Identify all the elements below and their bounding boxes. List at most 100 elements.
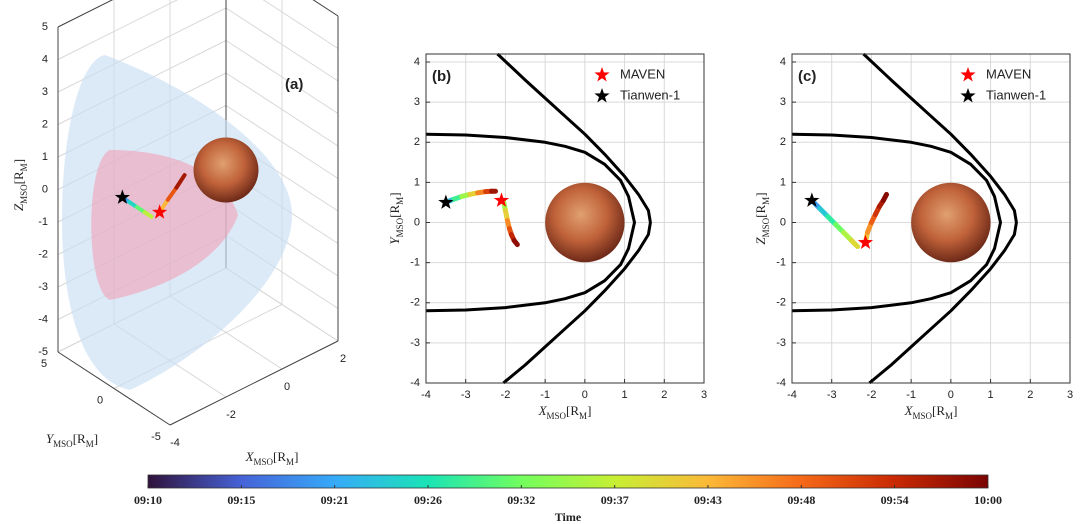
z-tick-label: -2: [38, 248, 48, 260]
colorbar-tick-label: 09:26: [414, 493, 442, 507]
label-part: [R: [387, 204, 402, 217]
z-tick-label: 2: [42, 118, 48, 130]
y-tick-label: 1: [414, 176, 420, 188]
colorbar-tick-label: 09:10: [134, 493, 162, 507]
y-tick-label: 1: [780, 176, 786, 188]
label-part: [R: [753, 204, 768, 217]
x-tick-label: 3: [1067, 389, 1073, 401]
x-tick-label: 3: [701, 389, 707, 401]
z-tick-label: -1: [38, 216, 48, 228]
label-part: ]: [587, 403, 591, 418]
label-subscript: MSO: [19, 184, 29, 204]
grid-line: [225, 40, 339, 114]
plot-frame: [425, 53, 705, 384]
label-subscript: M: [761, 197, 771, 205]
y-tick-label: 0: [97, 394, 103, 406]
y-tick-label: 5: [41, 358, 47, 370]
y-tick-label: 3: [780, 96, 786, 108]
y-tick-label: 4: [780, 56, 786, 68]
boundary-line: [425, 132, 636, 313]
box-edge: [57, 351, 171, 426]
y-tick-label: 2: [780, 136, 786, 148]
legend-marker: [960, 67, 976, 82]
label-part: Z: [753, 237, 768, 245]
x-tick-label: 0: [284, 381, 290, 393]
label-part: Y: [46, 431, 55, 446]
box-edge: [312, 0, 339, 17]
panel-label: (c): [798, 68, 816, 85]
label-subscript: MSO: [547, 411, 567, 421]
axis-label: XMSO[RM]: [538, 403, 592, 421]
x-tick-label: 2: [340, 353, 346, 365]
label-part: ]: [294, 449, 298, 464]
x-tick-label: -4: [787, 389, 797, 401]
grid-line: [57, 0, 114, 28]
x-tick-label: -1: [906, 389, 916, 401]
planet: [193, 137, 259, 203]
axis-label: YMSO[RM]: [46, 431, 98, 449]
x-tick-label: -2: [501, 389, 511, 401]
colorbar-tick-label: 09:54: [881, 493, 909, 507]
boundary-line: [862, 52, 1018, 385]
z-tick-label: 0: [42, 183, 48, 195]
y-tick-label: 3: [414, 96, 420, 108]
z-tick-label: -5: [38, 346, 48, 358]
z-tick-label: 4: [42, 53, 48, 65]
legend-label: Tianwen-1: [620, 87, 680, 102]
panel-label: (b): [432, 68, 451, 85]
y-tick-label: -1: [410, 257, 420, 269]
box-edge: [57, 0, 114, 28]
x-tick-label: -4: [170, 437, 180, 449]
colorbar-tick-label: 09:32: [507, 493, 535, 507]
label-part: ]: [953, 403, 957, 418]
y-tick-label: -3: [776, 337, 786, 349]
label-part: ]: [753, 192, 768, 196]
z-tick-label: -4: [38, 313, 48, 325]
position-marker: [804, 192, 820, 207]
colorbar-tick-label: 10:00: [974, 493, 1002, 507]
label-part: X: [904, 403, 914, 418]
axis-label: YMSO[RM]: [387, 192, 405, 244]
grid-line: [57, 0, 179, 60]
trajectory-segment: [511, 238, 520, 248]
colorbar-label: Time: [555, 510, 582, 524]
axis-label: ZMSO[RM]: [753, 192, 771, 244]
colorbar-tick-label: 09:48: [787, 493, 815, 507]
y-tick-label: -2: [410, 297, 420, 309]
y-tick-label: -3: [410, 337, 420, 349]
boundary-surfaces: [62, 55, 292, 390]
colorbar-tick-label: 09:37: [601, 493, 629, 507]
grid-line: [225, 105, 339, 179]
label-subscript: MSO: [254, 457, 274, 467]
y-tick-label: -2: [776, 297, 786, 309]
y-tick-label: -4: [410, 377, 420, 389]
axis-label: XMSO[RM]: [904, 403, 958, 421]
x-tick-label: -2: [226, 409, 236, 421]
plot-frame: [791, 53, 1071, 384]
label-part: [R: [932, 403, 945, 418]
position-marker: [152, 204, 168, 219]
panel-label: (a): [285, 76, 303, 93]
axis-label: ZMSO[RM]: [11, 159, 29, 211]
label-part: [R: [11, 171, 26, 184]
label-subscript: M: [945, 411, 953, 421]
legend-marker: [960, 88, 976, 103]
y-tick-label: -5: [151, 431, 161, 443]
label-part: Y: [387, 236, 402, 245]
label-subscript: MSO: [761, 217, 771, 237]
y-tick-label: 0: [780, 216, 786, 228]
legend-label: Tianwen-1: [986, 87, 1046, 102]
legend-marker: [594, 88, 610, 103]
y-tick-label: 4: [414, 56, 420, 68]
x-tick-label: 1: [622, 389, 628, 401]
colorbar-tick-label: 09:15: [227, 493, 255, 507]
position-marker: [493, 192, 510, 207]
label-part: ]: [94, 431, 98, 446]
colorbar-tick-label: 09:43: [694, 493, 722, 507]
trajectory-segment: [165, 185, 179, 202]
label-subscript: M: [286, 457, 294, 467]
x-tick-label: -3: [827, 389, 837, 401]
position-marker: [114, 189, 130, 204]
y-tick-label: 0: [414, 216, 420, 228]
